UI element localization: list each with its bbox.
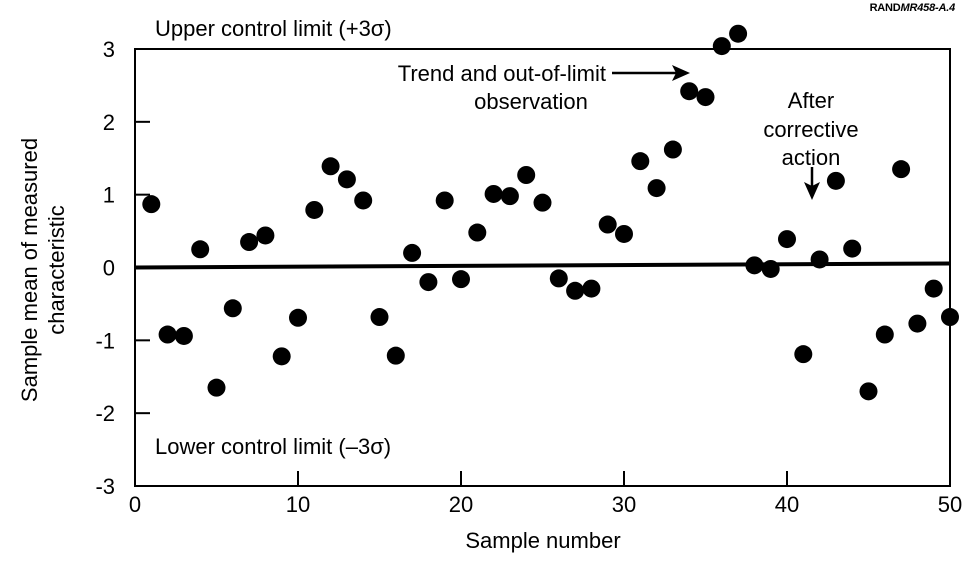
y-tick-label: -1 — [95, 328, 115, 353]
data-point — [207, 378, 226, 397]
trend-annotation-line-1: Trend and out-of-limit — [398, 61, 606, 86]
data-point — [892, 160, 911, 179]
data-point — [826, 171, 845, 190]
lower-limit-label: Lower control limit (–3σ) — [155, 434, 391, 459]
x-axis-label: Sample number — [465, 528, 620, 553]
center-line-group — [134, 261, 951, 270]
data-point — [419, 273, 438, 292]
data-point — [647, 179, 666, 198]
data-point — [598, 215, 617, 234]
data-point — [778, 230, 796, 249]
data-point — [549, 269, 568, 288]
data-point — [663, 140, 682, 159]
y-tick-label: 1 — [103, 183, 115, 208]
data-point — [794, 345, 813, 364]
upper-limit-label: Upper control limit (+3σ) — [155, 16, 392, 41]
data-point — [289, 308, 307, 327]
data-point — [566, 281, 585, 300]
x-tick-label: 20 — [449, 492, 473, 517]
data-point — [615, 224, 633, 243]
data-point — [843, 239, 862, 258]
data-point — [631, 152, 650, 171]
y-tick-label: 0 — [103, 256, 115, 281]
data-point — [859, 382, 878, 401]
y-tick-label: -3 — [95, 474, 115, 499]
data-point — [321, 157, 340, 176]
figure-credit: RANDMR458-A.4 — [869, 2, 956, 14]
x-tick-label: 10 — [286, 492, 310, 517]
x-tick-label: 50 — [938, 492, 962, 517]
data-point — [435, 191, 454, 210]
data-point — [745, 256, 764, 275]
data-point — [370, 308, 389, 327]
data-point — [305, 200, 324, 219]
data-points — [142, 24, 959, 401]
data-point — [468, 223, 487, 242]
x-tick-label: 0 — [129, 492, 141, 517]
data-point — [142, 195, 161, 214]
data-point — [272, 347, 291, 366]
data-point — [696, 88, 715, 107]
y-axis-label-line-2: characteristic — [44, 205, 69, 335]
y-axis-label-line-1: Sample mean of measured — [17, 138, 42, 402]
trend-annotation-line-2: observation — [474, 89, 588, 114]
x-tick-label: 40 — [775, 492, 799, 517]
data-point — [191, 240, 210, 259]
data-point — [908, 314, 927, 333]
credit-id: MR458-A.4 — [900, 2, 956, 14]
corrective-arrow — [804, 167, 820, 200]
data-point — [174, 326, 193, 345]
data-point — [158, 325, 177, 344]
data-point — [533, 193, 552, 212]
data-point — [761, 259, 780, 278]
data-point — [386, 346, 405, 365]
data-point — [256, 226, 275, 245]
data-point — [729, 24, 748, 43]
x-tick-label: 30 — [612, 492, 636, 517]
data-point — [924, 279, 943, 298]
y-tick-label: -2 — [95, 401, 115, 426]
data-point — [810, 250, 829, 269]
data-point — [403, 243, 422, 262]
data-point — [875, 325, 894, 344]
data-point — [500, 187, 519, 206]
data-point — [941, 308, 959, 327]
data-point — [484, 184, 503, 203]
y-axis-label: Sample mean of measured characteristic — [17, 138, 69, 402]
data-point — [452, 270, 470, 289]
credit-prefix: RAND — [869, 2, 901, 14]
y-tick-label: 2 — [103, 110, 115, 135]
data-point — [240, 233, 259, 252]
data-point — [712, 37, 731, 56]
data-point — [582, 279, 601, 298]
corrective-annotation-line-1: After — [788, 88, 834, 113]
data-point — [354, 191, 373, 210]
data-point — [337, 170, 356, 189]
data-point — [517, 166, 536, 185]
data-point — [680, 82, 699, 101]
corrective-annotation-line-2: corrective — [763, 117, 858, 142]
y-tick-label: 3 — [103, 37, 115, 62]
center-line — [134, 261, 951, 270]
corrective-annotation-line-3: action — [782, 145, 841, 170]
trend-arrow — [612, 65, 690, 81]
data-point — [223, 299, 242, 318]
